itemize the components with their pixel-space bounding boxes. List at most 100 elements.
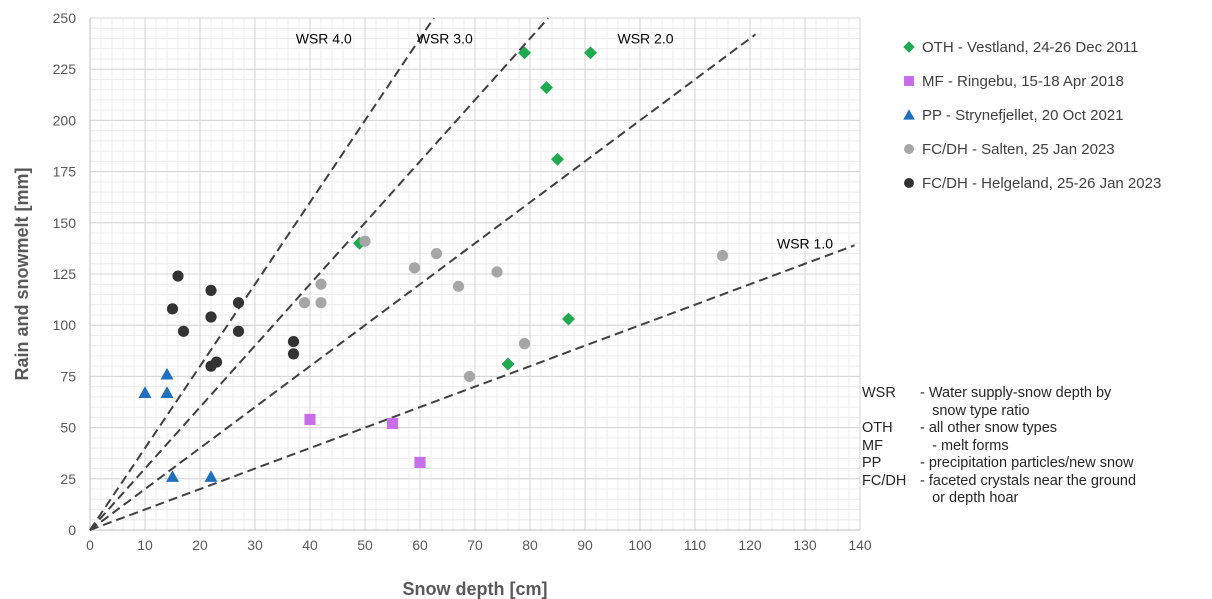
wsr-reference-lines	[89, 17, 855, 531]
legend-label: OTH - Vestland, 24-26 Dec 2011	[922, 38, 1139, 56]
data-point-circle	[463, 370, 476, 382]
legend-symbol-circle	[904, 178, 914, 188]
glossary-abbreviation: FC/DH	[862, 472, 907, 489]
glossary-abbreviation: PP	[862, 455, 882, 471]
x-tick-label: 120	[738, 537, 762, 553]
data-point-circle	[315, 297, 327, 309]
legend-label: PP - Strynefjellet, 20 Oct 2021	[922, 106, 1124, 124]
wsr-reference-line	[89, 33, 757, 531]
x-tick-label: 130	[793, 537, 817, 553]
legend-marker	[898, 40, 920, 54]
glossary-definition: - Water supply-snow depth by snow type r…	[920, 385, 1112, 419]
y-tick-label: 50	[60, 420, 76, 436]
y-tick-label: 175	[53, 164, 77, 180]
wsr-reference-line	[89, 17, 435, 531]
glossary-abbreviation: OTH	[862, 420, 893, 436]
glossary-abbreviation: MF	[862, 437, 883, 454]
data-point-circle	[518, 338, 531, 350]
y-tick-label: 25	[60, 471, 76, 487]
glossary-definition: - melt forms	[920, 437, 1009, 454]
legend-item: OTH - Vestland, 24-26 Dec 2011	[898, 30, 1161, 64]
x-axis-title: Snow depth [cm]	[403, 579, 548, 599]
legend-label: FC/DH - Salten, 25 Jan 2023	[922, 140, 1115, 158]
glossary-row: PP - precipitation particles/new snow	[862, 455, 1136, 473]
legend-label: FC/DH - Helgeland, 25-26 Jan 2023	[922, 174, 1162, 192]
x-tick-label: 20	[192, 537, 208, 553]
data-point-circle	[210, 356, 223, 368]
wsr-reference-line	[89, 17, 549, 531]
legend-symbol-diamond	[903, 41, 915, 53]
glossary-row: FC/DH - faceted crystals near the ground …	[862, 473, 1136, 508]
chart-legend: OTH - Vestland, 24-26 Dec 2011 MF - Ringe…	[898, 30, 1161, 200]
x-tick-label: 110	[684, 537, 707, 553]
data-point-circle	[716, 249, 729, 262]
x-tick-label: 70	[467, 537, 483, 553]
x-axis-ticks: 0 10 20 30 40 50 60 70 80 90 100 110 120 130 140	[86, 537, 872, 553]
data-point-triangle	[160, 386, 174, 398]
glossary-definition: - faceted crystals near the ground or de…	[920, 472, 1137, 507]
data-point-circle	[232, 297, 245, 309]
wsr-line-label: WSR 2.0	[617, 30, 673, 46]
data-point-circle	[408, 262, 421, 274]
data-point-circle	[491, 266, 503, 278]
x-tick-label: 30	[247, 537, 263, 553]
legend-item: PP - Strynefjellet, 20 Oct 2021	[898, 98, 1161, 132]
data-point-square	[304, 413, 316, 425]
wsr-line-label: WSR 1.0	[777, 235, 833, 251]
data-point-diamond	[551, 152, 564, 166]
axes	[89, 18, 860, 531]
major-gridlines	[89, 17, 861, 531]
data-points	[138, 46, 729, 482]
data-point-circle	[177, 325, 190, 337]
x-tick-label: 0	[86, 537, 94, 553]
data-point-triangle	[204, 470, 218, 482]
y-tick-label: 100	[53, 317, 77, 333]
data-point-diamond	[518, 46, 531, 60]
x-tick-label: 140	[848, 537, 872, 553]
data-point-circle	[430, 247, 443, 260]
data-point-circle	[315, 278, 327, 290]
abbreviation-glossary: WSR - Water supply-snow depth by snow typ…	[862, 385, 1136, 508]
data-point-circle	[166, 303, 179, 315]
legend-symbol-triangle	[903, 109, 915, 120]
glossary-row: MF - melt forms	[862, 438, 1136, 456]
glossary-abbreviation: WSR	[862, 385, 896, 401]
legend-item: FC/DH - Salten, 25 Jan 2023	[898, 132, 1161, 166]
glossary-row: OTH - all other snow types	[862, 420, 1136, 438]
data-point-circle	[298, 297, 311, 309]
glossary-row: WSR - Water supply-snow depth by snow typ…	[862, 385, 1136, 420]
y-axis-ticks: 0 25 50 75 100 125 150 175 200 225 250	[53, 10, 77, 538]
x-tick-label: 90	[577, 537, 593, 553]
data-point-circle	[205, 311, 217, 323]
wsr-line-label: WSR 4.0	[296, 30, 352, 46]
y-axis-title: Rain and snowmelt [mm]	[12, 167, 32, 380]
data-point-triangle	[160, 367, 174, 380]
x-tick-label: 10	[137, 537, 153, 553]
legend-marker	[898, 74, 920, 88]
y-tick-label: 75	[60, 368, 76, 384]
data-point-circle	[232, 325, 245, 337]
data-point-diamond	[501, 357, 515, 371]
legend-marker	[898, 142, 920, 156]
y-tick-label: 0	[68, 522, 76, 538]
data-point-circle	[287, 348, 300, 360]
wsr-line-label: WSR 3.0	[417, 30, 473, 46]
wsr-reference-line	[89, 244, 855, 531]
data-point-square	[414, 456, 426, 468]
x-tick-label: 80	[522, 537, 538, 553]
glossary-definition: - precipitation particles/new snow	[920, 455, 1134, 471]
data-point-square	[386, 417, 399, 430]
x-tick-label: 60	[412, 537, 428, 553]
data-point-triangle	[138, 386, 152, 398]
data-point-diamond	[584, 46, 597, 60]
data-point-circle	[205, 284, 217, 296]
data-point-diamond	[562, 312, 575, 326]
y-tick-label: 225	[53, 61, 77, 77]
y-tick-label: 250	[53, 10, 77, 26]
legend-symbol-circle	[904, 144, 914, 154]
data-point-circle	[452, 280, 465, 292]
data-point-circle	[172, 270, 184, 282]
legend-item: FC/DH - Helgeland, 25-26 Jan 2023	[898, 166, 1161, 200]
y-tick-label: 125	[53, 266, 77, 282]
